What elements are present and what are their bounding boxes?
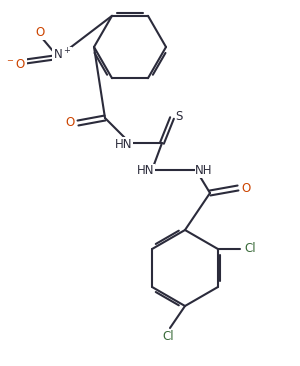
- Text: NH: NH: [195, 164, 213, 178]
- Text: N$^+$: N$^+$: [53, 47, 71, 63]
- Text: $^-$O: $^-$O: [5, 57, 27, 71]
- Text: HN: HN: [115, 138, 133, 150]
- Text: Cl: Cl: [162, 329, 174, 343]
- Text: O: O: [65, 116, 75, 130]
- Text: HN: HN: [137, 164, 155, 178]
- Text: S: S: [175, 109, 183, 123]
- Text: O: O: [35, 26, 45, 40]
- Text: Cl: Cl: [244, 243, 256, 255]
- Text: O: O: [242, 182, 250, 194]
